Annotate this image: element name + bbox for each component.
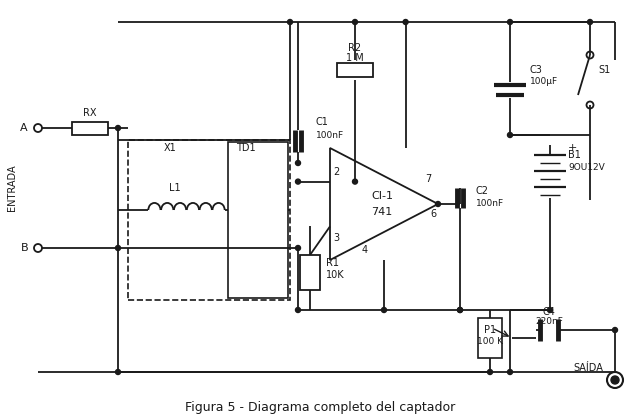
- Text: 100nF: 100nF: [316, 131, 344, 139]
- Bar: [128, 140, 290, 300]
- Bar: [228, 142, 288, 298]
- Circle shape: [508, 133, 513, 138]
- Circle shape: [403, 20, 408, 25]
- Text: P1: P1: [484, 325, 496, 335]
- Text: C3: C3: [530, 65, 543, 75]
- Text: C1: C1: [316, 117, 329, 127]
- Bar: [300, 255, 320, 290]
- Text: 1 M: 1 M: [346, 53, 364, 63]
- Circle shape: [115, 245, 120, 250]
- Text: 100nF: 100nF: [476, 198, 504, 208]
- Text: S1: S1: [598, 65, 611, 75]
- Text: 4: 4: [362, 245, 368, 255]
- Circle shape: [508, 20, 513, 25]
- Text: R2: R2: [348, 43, 362, 53]
- Circle shape: [287, 20, 292, 25]
- Text: 3: 3: [333, 233, 339, 243]
- Circle shape: [435, 201, 440, 206]
- Bar: [72, 121, 108, 134]
- Circle shape: [612, 327, 618, 332]
- Text: 741: 741: [371, 207, 392, 217]
- Circle shape: [381, 307, 387, 312]
- Bar: [478, 318, 502, 358]
- Text: 9OU12V: 9OU12V: [568, 163, 605, 173]
- Circle shape: [588, 20, 593, 25]
- Circle shape: [353, 20, 358, 25]
- Circle shape: [296, 179, 301, 184]
- Text: 100μF: 100μF: [530, 77, 558, 87]
- Text: X1: X1: [164, 143, 177, 153]
- Text: SAÍDA: SAÍDA: [573, 363, 603, 373]
- Text: 100 K: 100 K: [477, 337, 503, 347]
- Circle shape: [115, 369, 120, 374]
- Circle shape: [611, 376, 619, 384]
- Text: 2: 2: [333, 166, 339, 177]
- Circle shape: [353, 179, 358, 184]
- Circle shape: [115, 126, 120, 131]
- Text: B1: B1: [568, 150, 581, 160]
- Text: 10K: 10K: [326, 270, 344, 280]
- Circle shape: [296, 245, 301, 250]
- Circle shape: [458, 307, 463, 312]
- Text: 7: 7: [425, 174, 431, 184]
- Circle shape: [296, 161, 301, 166]
- Text: A: A: [20, 123, 28, 133]
- Text: RX: RX: [83, 108, 97, 118]
- Text: C4: C4: [543, 307, 556, 317]
- Text: L1: L1: [169, 183, 181, 193]
- Circle shape: [547, 307, 552, 312]
- Text: Figura 5 - Diagrama completo del captador: Figura 5 - Diagrama completo del captado…: [185, 401, 455, 414]
- Text: 220nF: 220nF: [535, 317, 563, 327]
- Text: CI-1: CI-1: [371, 191, 393, 201]
- Circle shape: [508, 369, 513, 374]
- Bar: [337, 63, 373, 77]
- Text: B: B: [20, 243, 28, 253]
- Text: R1: R1: [326, 258, 339, 268]
- Circle shape: [488, 369, 493, 374]
- Text: 6: 6: [430, 209, 436, 219]
- Text: ENTRADA: ENTRADA: [7, 165, 17, 211]
- Circle shape: [296, 307, 301, 312]
- Circle shape: [458, 307, 463, 312]
- Text: +: +: [568, 143, 577, 153]
- Text: C2: C2: [476, 186, 489, 196]
- Text: TD1: TD1: [236, 143, 256, 153]
